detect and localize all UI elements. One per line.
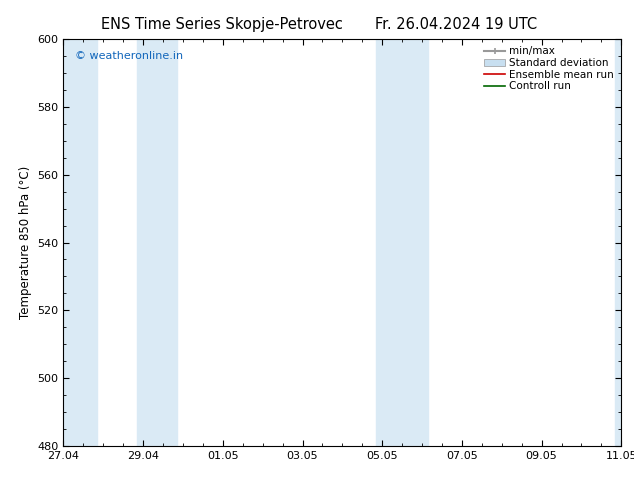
Bar bbox=[376, 39, 428, 446]
Text: ENS Time Series Skopje-Petrovec: ENS Time Series Skopje-Petrovec bbox=[101, 17, 343, 32]
Text: © weatheronline.in: © weatheronline.in bbox=[75, 51, 183, 61]
Legend: min/max, Standard deviation, Ensemble mean run, Controll run: min/max, Standard deviation, Ensemble me… bbox=[482, 45, 616, 93]
Bar bbox=[137, 39, 177, 446]
Text: Fr. 26.04.2024 19 UTC: Fr. 26.04.2024 19 UTC bbox=[375, 17, 538, 32]
Bar bbox=[63, 39, 97, 446]
Y-axis label: Temperature 850 hPa (°C): Temperature 850 hPa (°C) bbox=[19, 166, 32, 319]
Bar bbox=[616, 39, 634, 446]
